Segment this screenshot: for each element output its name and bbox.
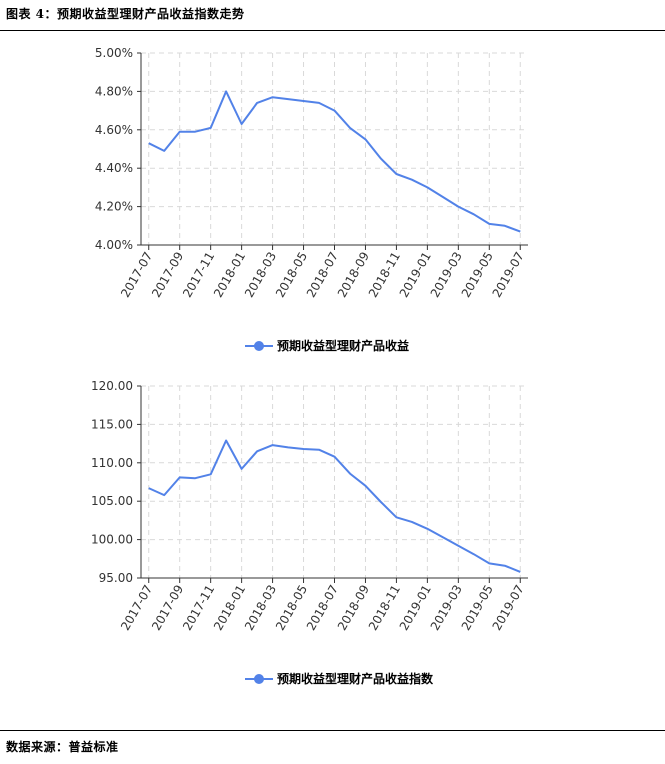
legend-item: 预期收益型理财产品收益 [245, 338, 409, 353]
legend-marker [254, 674, 264, 684]
y-tick-label: 105.00 [91, 494, 133, 508]
y-tick-label: 4.60% [95, 123, 133, 137]
y-tick-label: 120.00 [91, 379, 133, 393]
series-line [148, 439, 521, 573]
y-tick-label: 110.00 [91, 456, 133, 470]
index-chart: 95.00100.00105.00110.00115.00120.002017-… [91, 379, 528, 686]
y-tick-label: 4.20% [95, 200, 133, 214]
y-tick-label: 115.00 [91, 417, 133, 431]
yield-chart: 4.00%4.20%4.40%4.60%4.80%5.00%2017-07201… [95, 46, 528, 353]
data-source-note: 数据来源：普益标准 [6, 740, 119, 754]
y-tick-label: 4.00% [95, 238, 133, 252]
legend-label: 预期收益型理财产品收益指数 [277, 671, 434, 686]
legend-label: 预期收益型理财产品收益 [277, 338, 409, 353]
legend-marker [254, 341, 264, 351]
legend-item: 预期收益型理财产品收益指数 [245, 671, 434, 686]
y-tick-label: 100.00 [91, 533, 133, 547]
top-rule [0, 30, 665, 31]
y-tick-label: 4.80% [95, 84, 133, 98]
y-tick-label: 5.00% [95, 46, 133, 60]
y-tick-label: 95.00 [99, 571, 133, 585]
bottom-rule [0, 730, 665, 731]
y-tick-label: 4.40% [95, 161, 133, 175]
figure-title: 图表 4：预期收益型理财产品收益指数走势 [6, 7, 245, 21]
series-line [148, 90, 521, 233]
